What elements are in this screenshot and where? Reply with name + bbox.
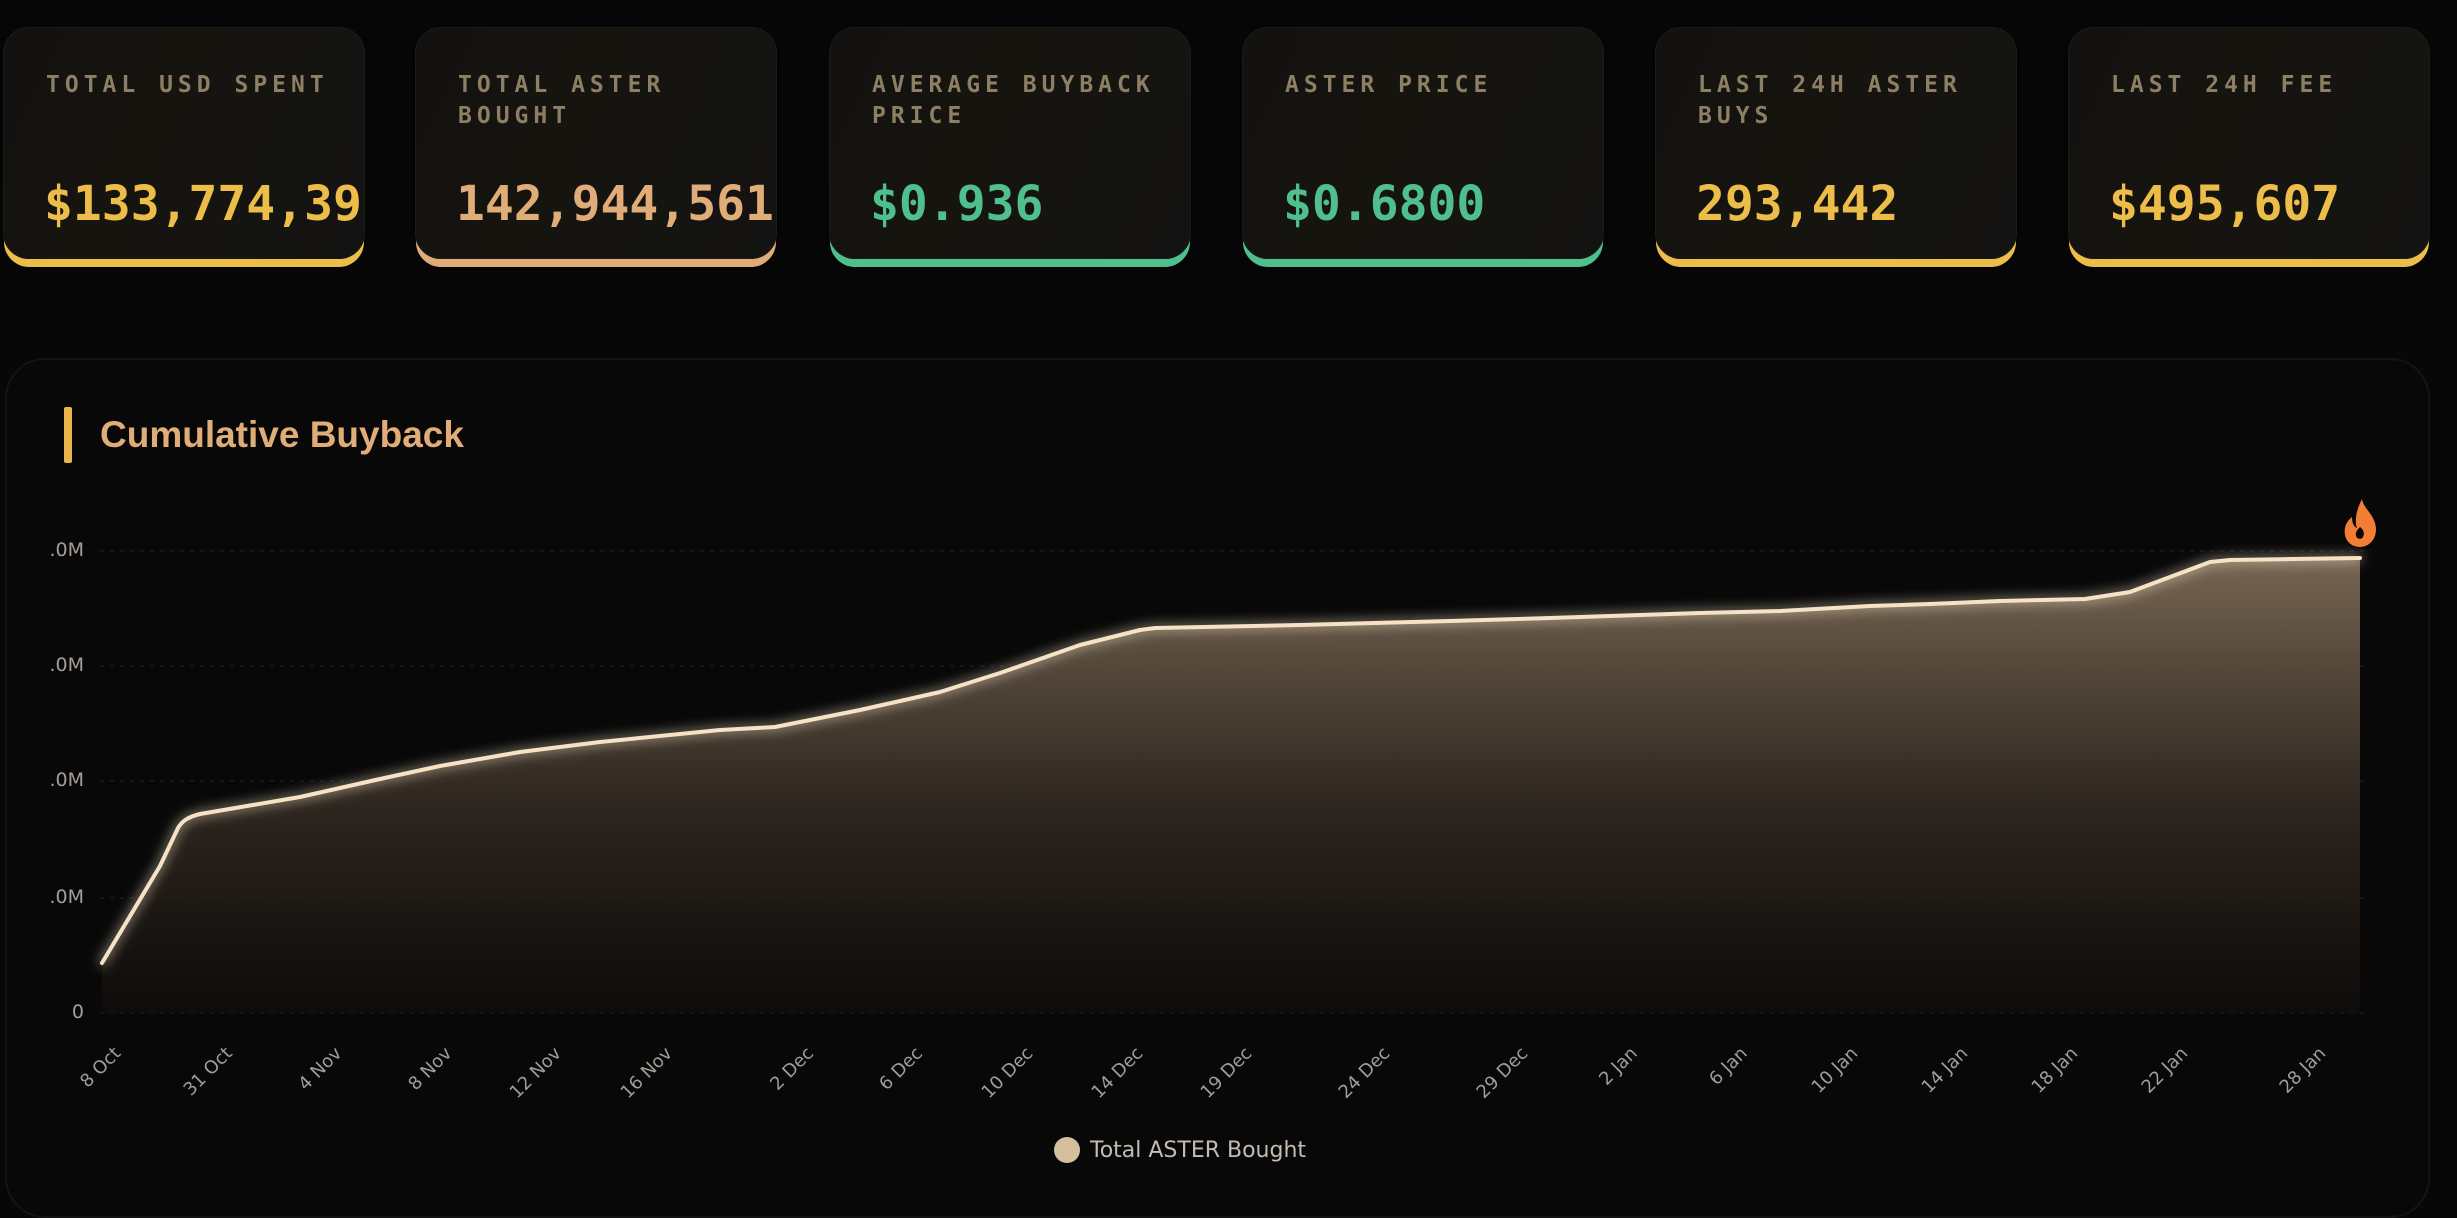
card-value: $0.6800 xyxy=(1283,176,1486,232)
chart-legend[interactable]: Total ASTER Bought xyxy=(1054,1137,1306,1163)
panel-title: Cumulative Buyback xyxy=(100,414,464,455)
series-line[interactable] xyxy=(100,556,2362,965)
card-last-24h-aster-buys: LAST 24H ASTER BUYS 293,442 xyxy=(1655,27,2017,259)
card-value: 142,944,561 xyxy=(456,176,774,232)
flame-icon xyxy=(2344,499,2376,547)
card-average-buyback-price: AVERAGE BUYBACK PRICE $0.936 xyxy=(829,27,1191,259)
card-last-24h-fee: LAST 24H FEE $495,607 xyxy=(2068,27,2430,259)
title-accent-bar xyxy=(64,407,72,463)
card-label: LAST 24H FEE xyxy=(2111,72,2338,98)
card-label: TOTAL ASTER BOUGHT xyxy=(458,72,666,129)
card-value: $133,774,393 xyxy=(44,176,365,232)
card-value: $495,607 xyxy=(2109,176,2341,232)
card-value: $0.936 xyxy=(870,176,1044,232)
card-label: LAST 24H ASTER BUYS xyxy=(1698,72,1962,129)
card-value: 293,442 xyxy=(1696,176,1899,232)
area-fill xyxy=(102,558,2360,1013)
y-tick-label: 0 xyxy=(71,1001,84,1023)
area-chart[interactable] xyxy=(0,0,2457,1184)
card-aster-price: ASTER PRICE $0.6800 xyxy=(1242,27,1604,259)
y-tick-label: .0M xyxy=(49,886,84,908)
y-tick-label: .0M xyxy=(49,654,84,676)
card-total-aster-bought: TOTAL ASTER BOUGHT 142,944,561 xyxy=(415,27,777,259)
legend-label: Total ASTER Bought xyxy=(1090,1137,1307,1163)
card-label: AVERAGE BUYBACK PRICE xyxy=(872,72,1155,129)
legend-swatch-icon xyxy=(1054,1137,1080,1163)
stats-cards: TOTAL USD SPENT $133,774,393 TOTAL ASTER… xyxy=(0,0,2457,280)
y-tick-label: .0M xyxy=(49,769,84,791)
card-label: TOTAL USD SPENT xyxy=(46,72,329,98)
card-total-usd-spent: TOTAL USD SPENT $133,774,393 xyxy=(3,27,365,259)
y-tick-label: .0M xyxy=(49,539,84,561)
card-label: ASTER PRICE xyxy=(1285,72,1493,98)
